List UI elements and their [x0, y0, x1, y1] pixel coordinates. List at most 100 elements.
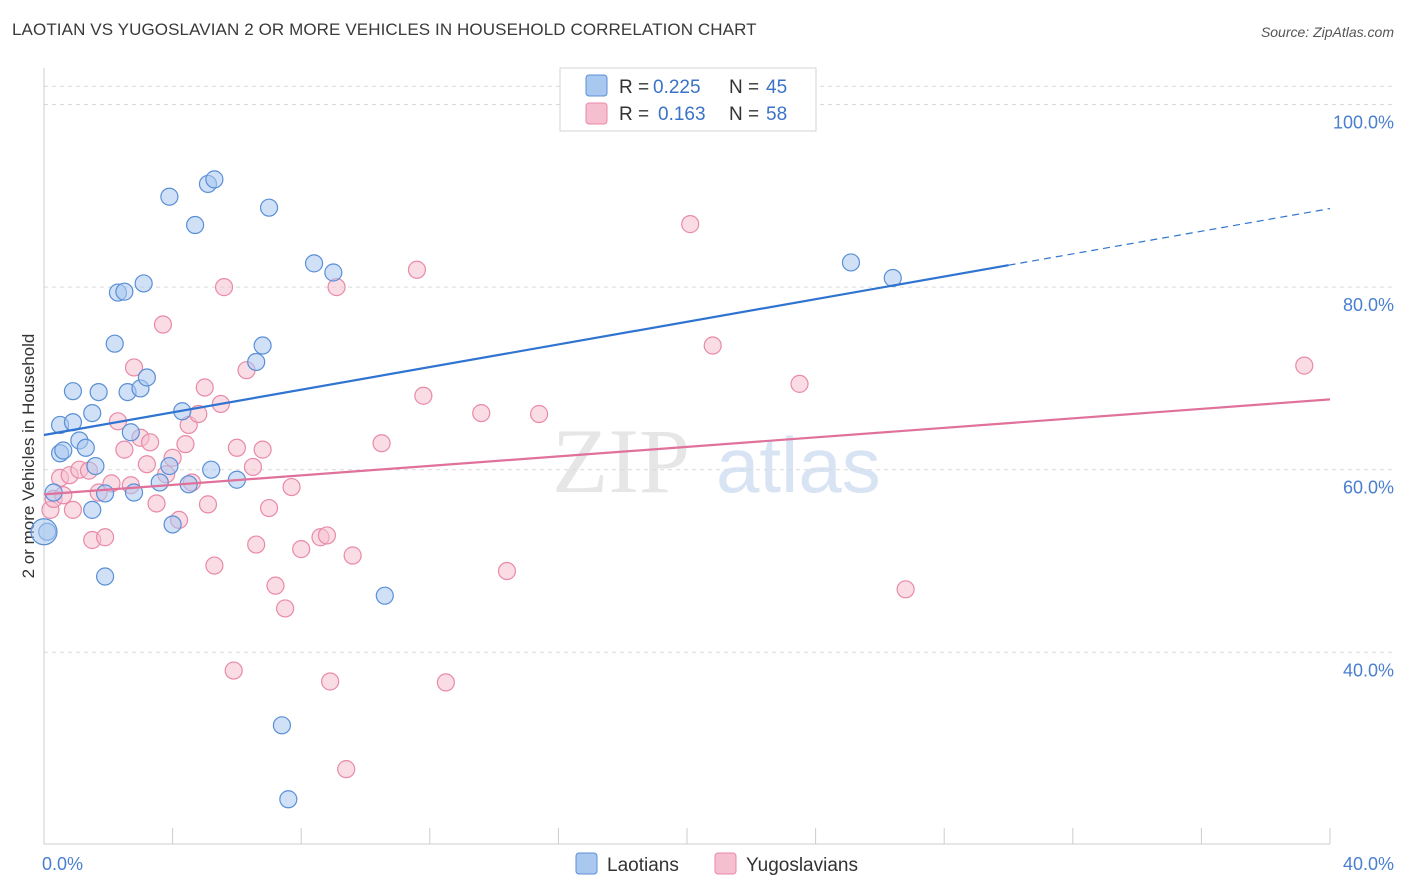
laotians-point [115, 282, 134, 301]
yugoslavians-point [214, 278, 234, 297]
laotians-points [30, 170, 902, 809]
yugoslavians-point [198, 495, 218, 514]
bottom-legend-label-laotians: Laotians [607, 855, 679, 876]
y-axis-label: 2 or more Vehicles in Household [19, 334, 38, 579]
yugoslavians-point [372, 434, 391, 453]
laotians-point [304, 254, 324, 273]
laotians-point [324, 263, 343, 282]
laotians-point [186, 215, 205, 235]
yugoslavians-point [147, 494, 166, 513]
yugoslavians-point [530, 404, 549, 424]
yugoslavians-point [137, 455, 156, 474]
laotians-point [54, 441, 73, 460]
yugoslavians-point [317, 526, 337, 545]
laotians-point [76, 438, 95, 457]
laotians-point [247, 352, 266, 372]
top-legend: R = 0.225 N = 45 R = 0.163 N = 58 [559, 67, 817, 132]
yugoslavians-point [703, 336, 722, 355]
bottom-legend-label-yugoslavians: Yugoslavians [746, 855, 858, 876]
yugoslavians-point [243, 457, 263, 477]
y-tick-label: 40.0% [1343, 660, 1394, 680]
yugoslavians-point [205, 556, 224, 575]
yugoslavians-point [195, 378, 214, 397]
yugoslavians-point [497, 561, 517, 581]
yugoslavians-point [414, 386, 433, 405]
legend-swatch-laotians [585, 74, 608, 97]
yugoslavians-point [124, 358, 144, 377]
yugoslavians-point [153, 315, 173, 334]
laotians-point [121, 423, 140, 442]
yugoslavians-point [292, 540, 311, 559]
laotians-trend-line [43, 264, 1009, 437]
laotians-point [137, 368, 156, 387]
y-tick-label: 60.0% [1343, 478, 1394, 498]
laotians-point [205, 170, 224, 189]
yugoslavians-point [253, 440, 272, 459]
y-tick-labels: 40.0% 60.0% 80.0% 100.0% [1333, 113, 1394, 681]
legend-n-label-yugoslavians: N = [729, 104, 759, 125]
legend-r-label-yugoslavians: R = [619, 104, 649, 125]
laotians-trend-extension [1008, 208, 1331, 266]
laotians-point [375, 586, 394, 605]
bottom-legend-swatch-yugoslavians [714, 852, 737, 875]
watermark-zip: ZIP [552, 410, 690, 512]
yugoslavians-point [407, 260, 427, 279]
yugoslavians-point [224, 661, 243, 680]
legend-swatch-yugoslavians [585, 102, 608, 125]
yugoslavians-point [276, 599, 295, 618]
yugoslavians-point [266, 576, 285, 595]
laotians-point [279, 790, 298, 809]
laotians-point [105, 334, 124, 353]
yugoslavians-point [247, 535, 266, 554]
yugoslavians-points [41, 215, 1314, 779]
yugoslavians-point [140, 433, 160, 452]
legend-n-value-yugoslavians: 58 [766, 104, 787, 125]
yugoslavians-point [343, 546, 362, 565]
legend-r-value-yugoslavians: 0.163 [658, 104, 706, 125]
yugoslavians-point [436, 673, 455, 692]
yugoslavians-point [282, 477, 301, 497]
bottom-legend-swatch-laotians [575, 852, 598, 875]
laotians-point [253, 336, 272, 355]
laotians-point [163, 515, 182, 534]
chart-title: LAOTIAN VS YUGOSLAVIAN 2 OR MORE VEHICLE… [12, 20, 757, 39]
laotians-point-large [30, 518, 58, 546]
x-ticks [172, 828, 1331, 844]
yugoslavians-point [176, 435, 195, 454]
laotians-point [89, 382, 108, 402]
yugoslavians-point [321, 672, 340, 691]
laotians-point [83, 403, 102, 423]
laotians-point [160, 456, 179, 476]
yugoslavians-point [227, 438, 246, 457]
laotians-point [160, 187, 179, 206]
laotians-point [95, 484, 115, 503]
laotians-point [841, 253, 861, 272]
legend-r-label-laotians: R = [619, 77, 649, 98]
yugoslavians-point [115, 440, 134, 459]
x-tick-label-max: 40.0% [1343, 854, 1394, 874]
legend-n-value-laotians: 45 [766, 77, 787, 98]
laotians-point [83, 500, 102, 519]
laotians-point [134, 274, 153, 293]
yugoslavians-point [259, 498, 279, 518]
legend-r-value-laotians: 0.225 [653, 77, 701, 98]
laotians-point [202, 460, 221, 479]
yugoslavians-point [95, 528, 115, 547]
laotians-point [259, 198, 279, 217]
yugoslavians-point [896, 580, 915, 599]
yugoslavians-point [790, 374, 809, 393]
y-tick-label: 100.0% [1333, 113, 1394, 133]
bottom-legend: Laotians Yugoslavians [575, 852, 858, 876]
y-tick-label: 80.0% [1343, 295, 1394, 315]
yugoslavians-trend-line [43, 398, 1331, 496]
laotians-point [272, 716, 292, 735]
trend-lines [43, 208, 1331, 496]
source-label: Source: ZipAtlas.com [1260, 24, 1394, 40]
x-tick-label-min: 0.0% [42, 854, 83, 874]
laotians-point [150, 473, 169, 492]
yugoslavians-point [681, 215, 700, 234]
yugoslavians-point [337, 760, 356, 779]
legend-n-label-laotians: N = [729, 77, 759, 98]
laotians-point [63, 382, 83, 401]
